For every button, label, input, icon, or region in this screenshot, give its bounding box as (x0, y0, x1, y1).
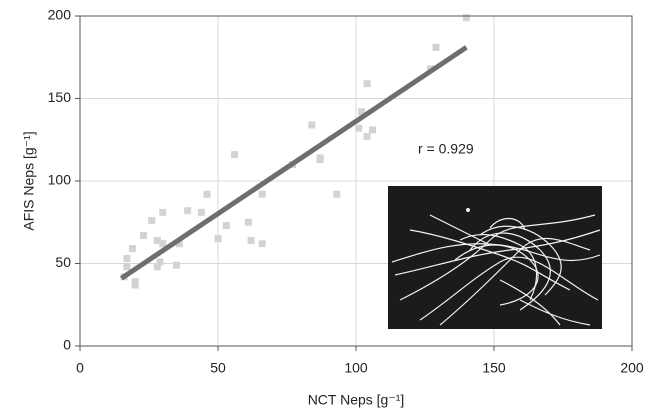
point (173, 261, 181, 269)
point (222, 222, 230, 230)
point (258, 190, 266, 198)
x-tick-label: 0 (76, 360, 84, 376)
point (258, 240, 266, 248)
point (131, 281, 139, 289)
x-tick-label: 50 (210, 360, 226, 376)
point (203, 190, 211, 198)
point (175, 240, 183, 248)
point (128, 245, 136, 253)
point (148, 217, 156, 225)
point (308, 121, 316, 129)
point (159, 240, 167, 248)
point (358, 108, 366, 116)
point (153, 236, 161, 244)
point (432, 43, 440, 51)
point (244, 218, 252, 226)
y-tick-label: 100 (48, 172, 72, 188)
annotation: r = 0.929 (418, 141, 474, 157)
point (197, 208, 205, 216)
x-tick-label: 100 (344, 360, 368, 376)
y-tick-label: 0 (63, 337, 71, 353)
x-tick-label: 200 (620, 360, 644, 376)
point (159, 208, 167, 216)
point (153, 263, 161, 271)
marks (120, 14, 470, 289)
point (316, 156, 324, 164)
regression-line (120, 45, 468, 281)
point (123, 255, 131, 263)
y-tick-label: 150 (48, 89, 72, 105)
speck (466, 208, 470, 212)
point (363, 80, 371, 88)
point (123, 263, 131, 271)
point (462, 14, 470, 22)
point (369, 126, 377, 134)
point (355, 124, 363, 132)
point (184, 207, 192, 215)
inset-photo (388, 186, 602, 329)
y-tick-label: 50 (55, 254, 71, 270)
point (156, 258, 164, 266)
y-tick-label: 200 (48, 7, 72, 23)
y-axis-title: AFIS Neps [g⁻¹] (21, 131, 37, 230)
point (333, 190, 341, 198)
point (363, 132, 371, 140)
x-tick-label: 150 (482, 360, 506, 376)
photo-background (388, 186, 602, 329)
point (214, 235, 222, 243)
point (231, 151, 239, 159)
point (139, 231, 147, 239)
x-axis-title: NCT Neps [g⁻¹] (308, 392, 405, 408)
fibers (391, 214, 601, 326)
point (247, 236, 255, 244)
